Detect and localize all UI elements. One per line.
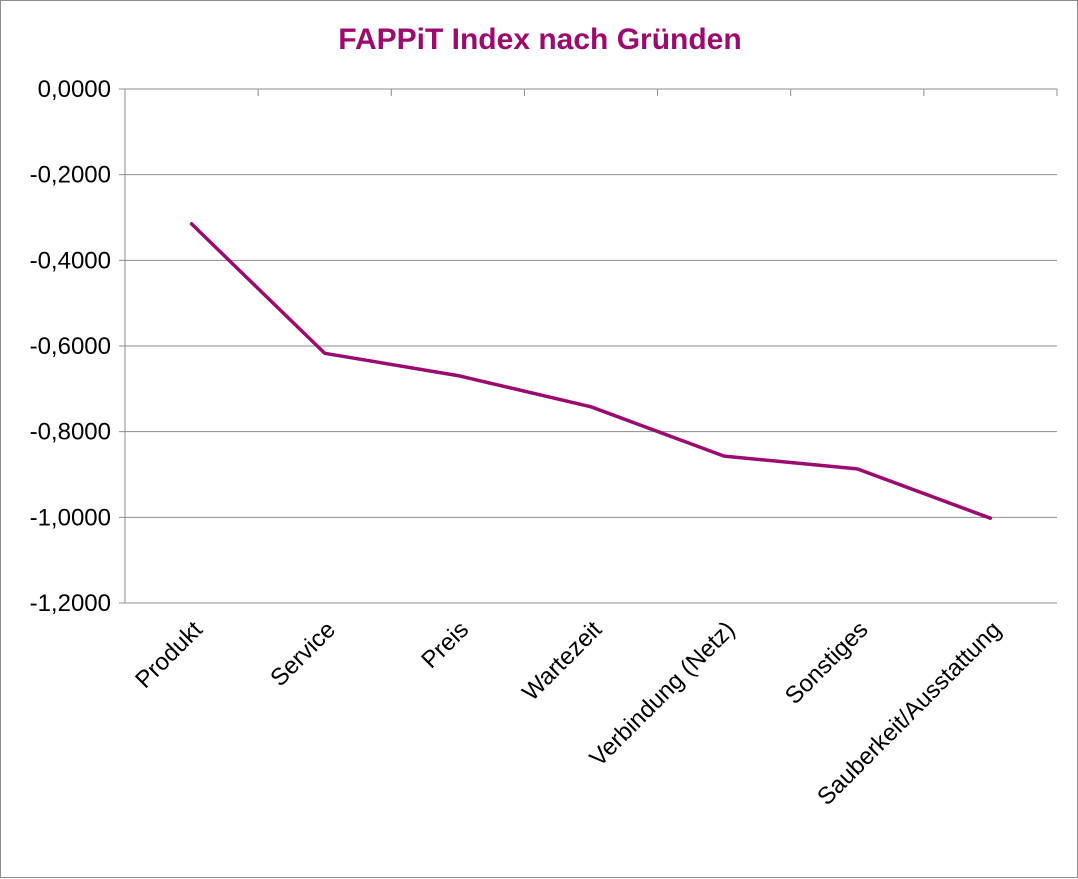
- y-tick-label: -0,6000: [30, 333, 111, 360]
- series-line: [192, 224, 991, 518]
- y-axis-tick-labels: 0,0000 -0,2000 -0,4000 -0,6000 -0,8000 -1,000…: [30, 76, 111, 617]
- x-tick-label: Produkt: [130, 616, 208, 694]
- x-tick-label: Sonstiges: [780, 616, 874, 710]
- x-tick-label: Preis: [416, 616, 474, 674]
- x-tick-label: Verbindung (Netz): [585, 616, 741, 772]
- y-tick-label: 0,0000: [38, 76, 111, 103]
- gridlines: [125, 89, 1057, 517]
- y-tick-label: -0,8000: [30, 419, 111, 446]
- y-tick-label: -1,0000: [30, 504, 111, 531]
- y-tick-label: -0,2000: [30, 162, 111, 189]
- x-tick-label: Wartezeit: [517, 616, 607, 706]
- series: [191, 224, 990, 518]
- y-tick-label: -0,4000: [30, 247, 111, 274]
- y-tick-label: -1,2000: [30, 590, 111, 617]
- chart-title: FAPPiT Index nach Gründen: [338, 23, 741, 56]
- x-tick-label: Service: [265, 616, 341, 692]
